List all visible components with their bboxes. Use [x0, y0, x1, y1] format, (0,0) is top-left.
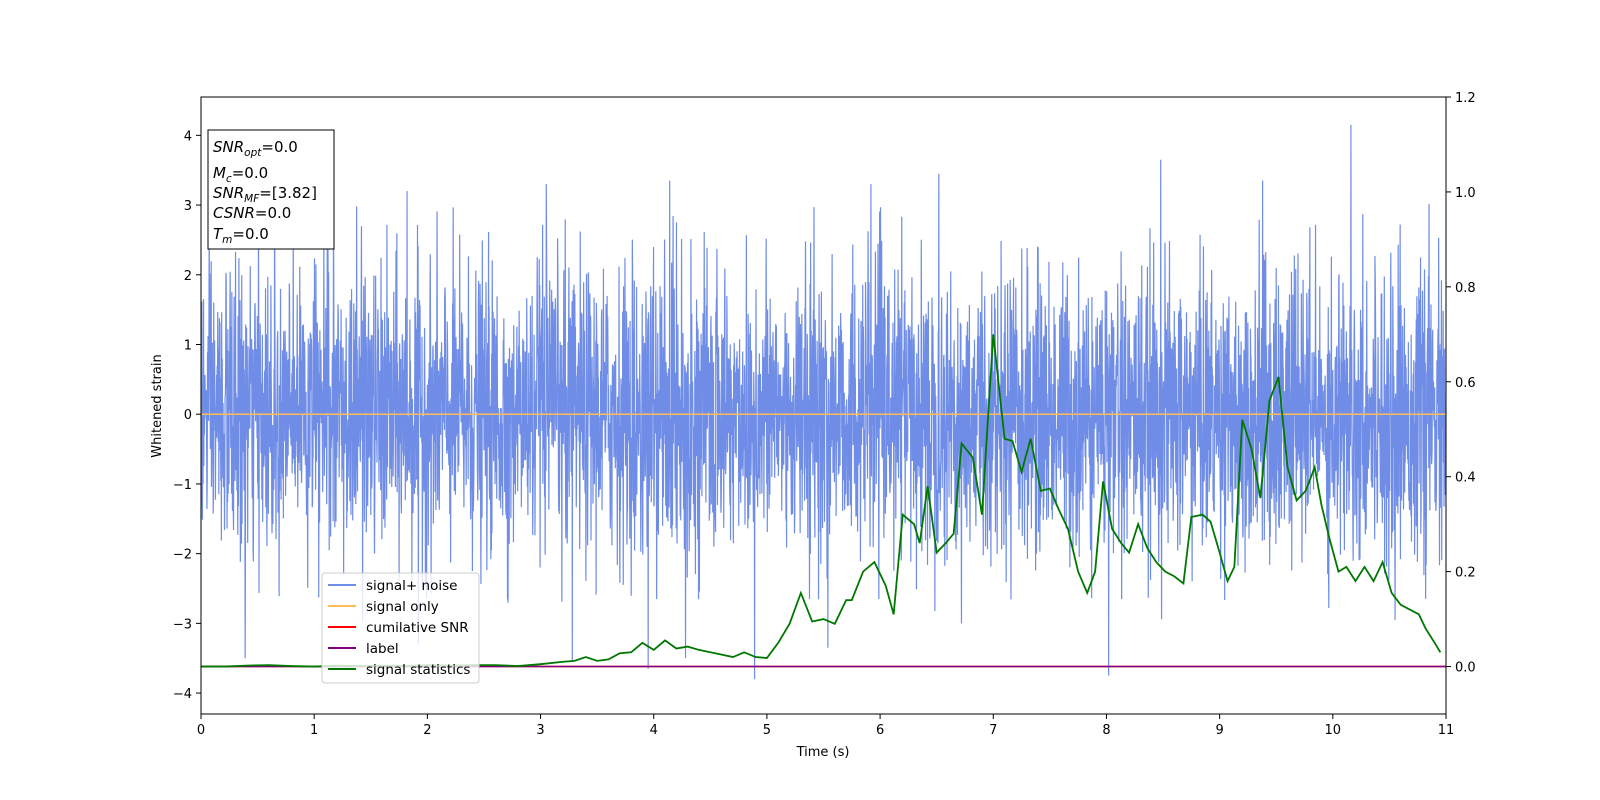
x-tick-label: 9 — [1215, 723, 1223, 738]
legend-item-signal-noise: signal+ noise — [328, 578, 457, 594]
svg-text:cumilative SNR: cumilative SNR — [366, 620, 469, 636]
svg-text:label: label — [366, 641, 399, 657]
x-tick-label: 7 — [989, 723, 997, 738]
x-axis-ticks: 0 1 2 3 4 5 6 7 8 9 10 11 — [197, 714, 1454, 738]
y-axis-label: Whitened strain — [150, 354, 165, 457]
y-tick-label: 0 — [184, 408, 192, 423]
x-tick-label: 10 — [1325, 723, 1342, 738]
y-tick-label: −2 — [173, 548, 192, 563]
x-tick-label: 6 — [876, 723, 884, 738]
svg-text:signal statistics: signal statistics — [366, 662, 470, 678]
x-tick-label: 2 — [423, 723, 431, 738]
svg-text:signal+ noise: signal+ noise — [366, 578, 457, 594]
x-tick-label: 11 — [1438, 723, 1455, 738]
y2-tick-label: 1.2 — [1455, 91, 1476, 106]
x-tick-label: 4 — [650, 723, 658, 738]
plot-frame — [200, 96, 1447, 715]
x-tick-label: 5 — [763, 723, 771, 738]
legend-item-cumilative-snr: cumilative SNR — [328, 620, 469, 636]
series-signal-statistics-line — [201, 334, 1442, 668]
y-tick-label: −3 — [173, 617, 192, 632]
x-tick-label: 3 — [536, 723, 544, 738]
x-tick-label: 1 — [310, 723, 318, 738]
legend-item-label: label — [328, 641, 399, 657]
y-tick-label: 4 — [184, 129, 192, 144]
y2-tick-label: 1.0 — [1455, 186, 1476, 201]
y-tick-label: −4 — [173, 687, 192, 702]
y-tick-label: −1 — [173, 478, 192, 493]
y2-axis-ticks: 0.0 0.2 0.4 0.6 0.8 1.0 1.2 — [1446, 91, 1476, 676]
y2-tick-label: 0.2 — [1455, 566, 1476, 581]
legend-item-signal-statistics: signal statistics — [328, 662, 470, 678]
y2-tick-label: 0.8 — [1455, 281, 1476, 296]
y2-tick-label: 0.0 — [1455, 661, 1476, 676]
series-signal-noise-line — [201, 124, 1446, 680]
annotation-csnr: CSNR=0.0 — [213, 204, 291, 222]
y-tick-label: 1 — [184, 338, 192, 353]
annotation-snr-mf: SNRMF=[3.82] — [213, 184, 317, 205]
y2-tick-label: 0.4 — [1455, 471, 1476, 486]
annotation-box: SNRopt=0.0 Mc=0.0 SNRMF=[3.82] CSNR=0.0 … — [207, 129, 335, 250]
y2-tick-label: 0.6 — [1455, 376, 1476, 391]
annotation-tm: Tm=0.0 — [213, 225, 269, 246]
x-axis-label: Time (s) — [796, 745, 850, 760]
annotation-snr-opt: SNRopt=0.0 — [213, 138, 298, 159]
legend-item-signal-only: signal only — [328, 599, 439, 615]
legend: signal+ noise signal only cumilative SNR… — [321, 572, 480, 684]
y-tick-label: 3 — [184, 199, 192, 214]
x-tick-label: 0 — [197, 723, 205, 738]
y-tick-label: 2 — [184, 269, 192, 284]
y-axis-ticks: −4 −3 −2 −1 0 1 2 3 4 — [173, 129, 201, 702]
annotation-mc: Mc=0.0 — [213, 164, 268, 185]
x-tick-label: 8 — [1102, 723, 1110, 738]
svg-text:signal only: signal only — [366, 599, 439, 615]
